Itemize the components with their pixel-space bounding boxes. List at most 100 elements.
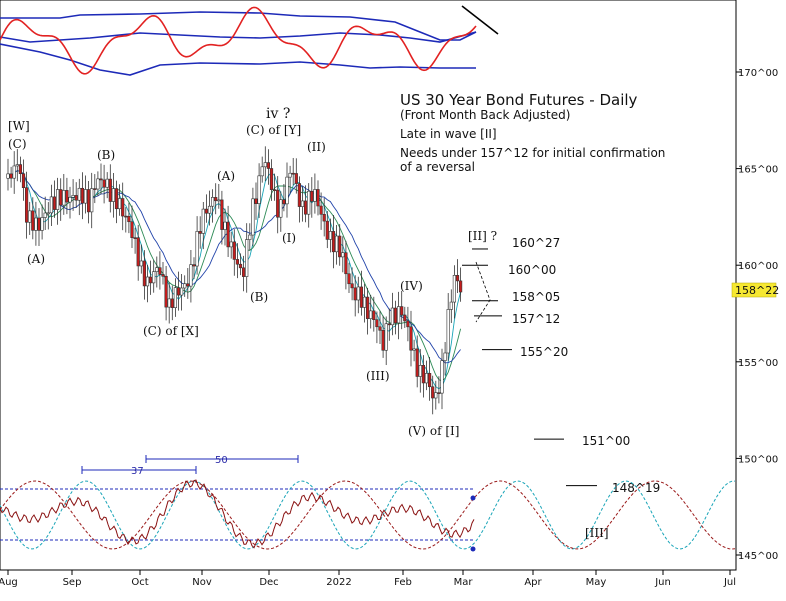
price-level-label: 155^20 — [520, 345, 568, 359]
candle-body — [217, 199, 221, 202]
candle-body — [359, 286, 364, 308]
candle-body — [316, 189, 320, 207]
candle-body — [31, 210, 35, 231]
candle-body — [68, 196, 72, 203]
candle-body — [412, 348, 416, 351]
candle-body — [254, 198, 258, 204]
candle-body — [214, 197, 218, 202]
candle-body — [350, 283, 354, 289]
x-tick-label: Jul — [723, 577, 736, 588]
oscillator-line — [0, 6, 477, 75]
candle-body — [149, 276, 153, 284]
candle-body — [443, 352, 447, 361]
x-tick-label: Oct — [131, 577, 148, 588]
candle-body — [226, 221, 230, 248]
wave-label-II-bracket: [II] ? — [468, 229, 497, 243]
wave-label-IV: (IV) — [400, 279, 423, 293]
candle-body — [40, 217, 44, 231]
price-level-label: 160^27 — [512, 236, 560, 250]
candle-body — [437, 392, 441, 394]
chart-title: US 30 Year Bond Futures - Daily — [400, 91, 638, 109]
upper-envelope — [0, 11, 477, 41]
candle-body — [269, 168, 274, 190]
wave-label-C-of-X: (C) of [X] — [143, 324, 199, 338]
candle-body — [331, 231, 336, 253]
candle-body — [427, 373, 432, 388]
candle-body — [288, 172, 292, 178]
wave-label-iv: iv ? — [266, 106, 290, 122]
y-tick-label: 145^00 — [738, 551, 778, 562]
price-level-label: 160^00 — [508, 263, 556, 277]
candle-body — [93, 188, 97, 190]
candle-body — [353, 287, 357, 301]
x-tick-label: Aug — [0, 577, 18, 588]
candle-body — [400, 306, 404, 316]
candle-body — [387, 323, 391, 326]
candle-body — [87, 189, 91, 213]
chart-subtitle: (Front Month Back Adjusted) — [400, 108, 570, 122]
y-tick-label: 165^00 — [738, 165, 778, 176]
price-level-label: 151^00 — [582, 434, 630, 448]
candle-body — [49, 196, 53, 214]
candle-body — [325, 220, 329, 240]
top-oscillator-panel — [0, 5, 499, 76]
candle-body — [195, 231, 199, 267]
candle-body — [6, 173, 10, 179]
candle-body — [114, 188, 119, 210]
candle-body — [452, 275, 457, 303]
oscillator-trendline — [461, 5, 499, 35]
price-level-label: 158^05 — [512, 290, 560, 304]
candle-body — [102, 179, 106, 188]
candle-body — [46, 212, 50, 215]
candle-body — [145, 276, 150, 287]
candle-body — [192, 264, 196, 267]
candle-body — [282, 199, 286, 205]
candle-body — [455, 275, 460, 282]
lower-envelope — [0, 43, 476, 76]
wave-label-C1: (C) — [8, 137, 27, 151]
candle-body — [328, 231, 333, 240]
candle-body — [313, 189, 317, 202]
candle-body — [130, 221, 134, 238]
wave-label-A2: (A) — [217, 169, 235, 183]
cycle-wave-37 — [0, 480, 736, 550]
wave-label-B2: (B) — [250, 290, 268, 304]
candle-body — [152, 271, 156, 284]
candle-body — [263, 162, 267, 168]
candle-body — [347, 273, 351, 285]
candle-body — [201, 208, 205, 234]
x-tick-label: Apr — [524, 577, 542, 588]
candle-body — [235, 259, 240, 265]
candle-body — [319, 205, 323, 215]
candle-body — [111, 188, 115, 202]
candle-body — [183, 283, 187, 289]
candle-body — [245, 239, 249, 277]
candle-body — [409, 326, 413, 351]
candle-body — [303, 200, 308, 215]
candle-body — [365, 296, 370, 319]
candle-body — [418, 364, 422, 377]
x-tick-label: Feb — [394, 577, 412, 588]
candle-body — [155, 267, 159, 272]
x-tick-label: Mar — [454, 577, 474, 588]
candle-body — [341, 252, 345, 258]
candle-body — [108, 178, 112, 202]
candle-body — [9, 173, 13, 179]
note-3: of a reversal — [400, 160, 475, 174]
cycle-period-50: 50 — [215, 455, 228, 466]
wave-label-V-of-I: (V) of [I] — [408, 424, 459, 438]
candle-body — [406, 320, 410, 328]
candle-body — [229, 241, 233, 248]
candle-body — [248, 234, 252, 240]
candle-body — [272, 189, 277, 191]
candle-body — [59, 189, 63, 206]
candle-body — [291, 172, 295, 175]
price-levels: 160^27 160^00 158^05 157^12 155^20 151^00 148^… — [462, 236, 660, 495]
cycle-composite-line — [0, 479, 475, 549]
candle-body — [52, 196, 57, 210]
candle-body — [390, 307, 395, 326]
candle-body — [344, 252, 348, 275]
candlesticks — [6, 146, 463, 415]
wave-label-I: (I) — [282, 231, 296, 245]
candle-body — [21, 173, 26, 188]
